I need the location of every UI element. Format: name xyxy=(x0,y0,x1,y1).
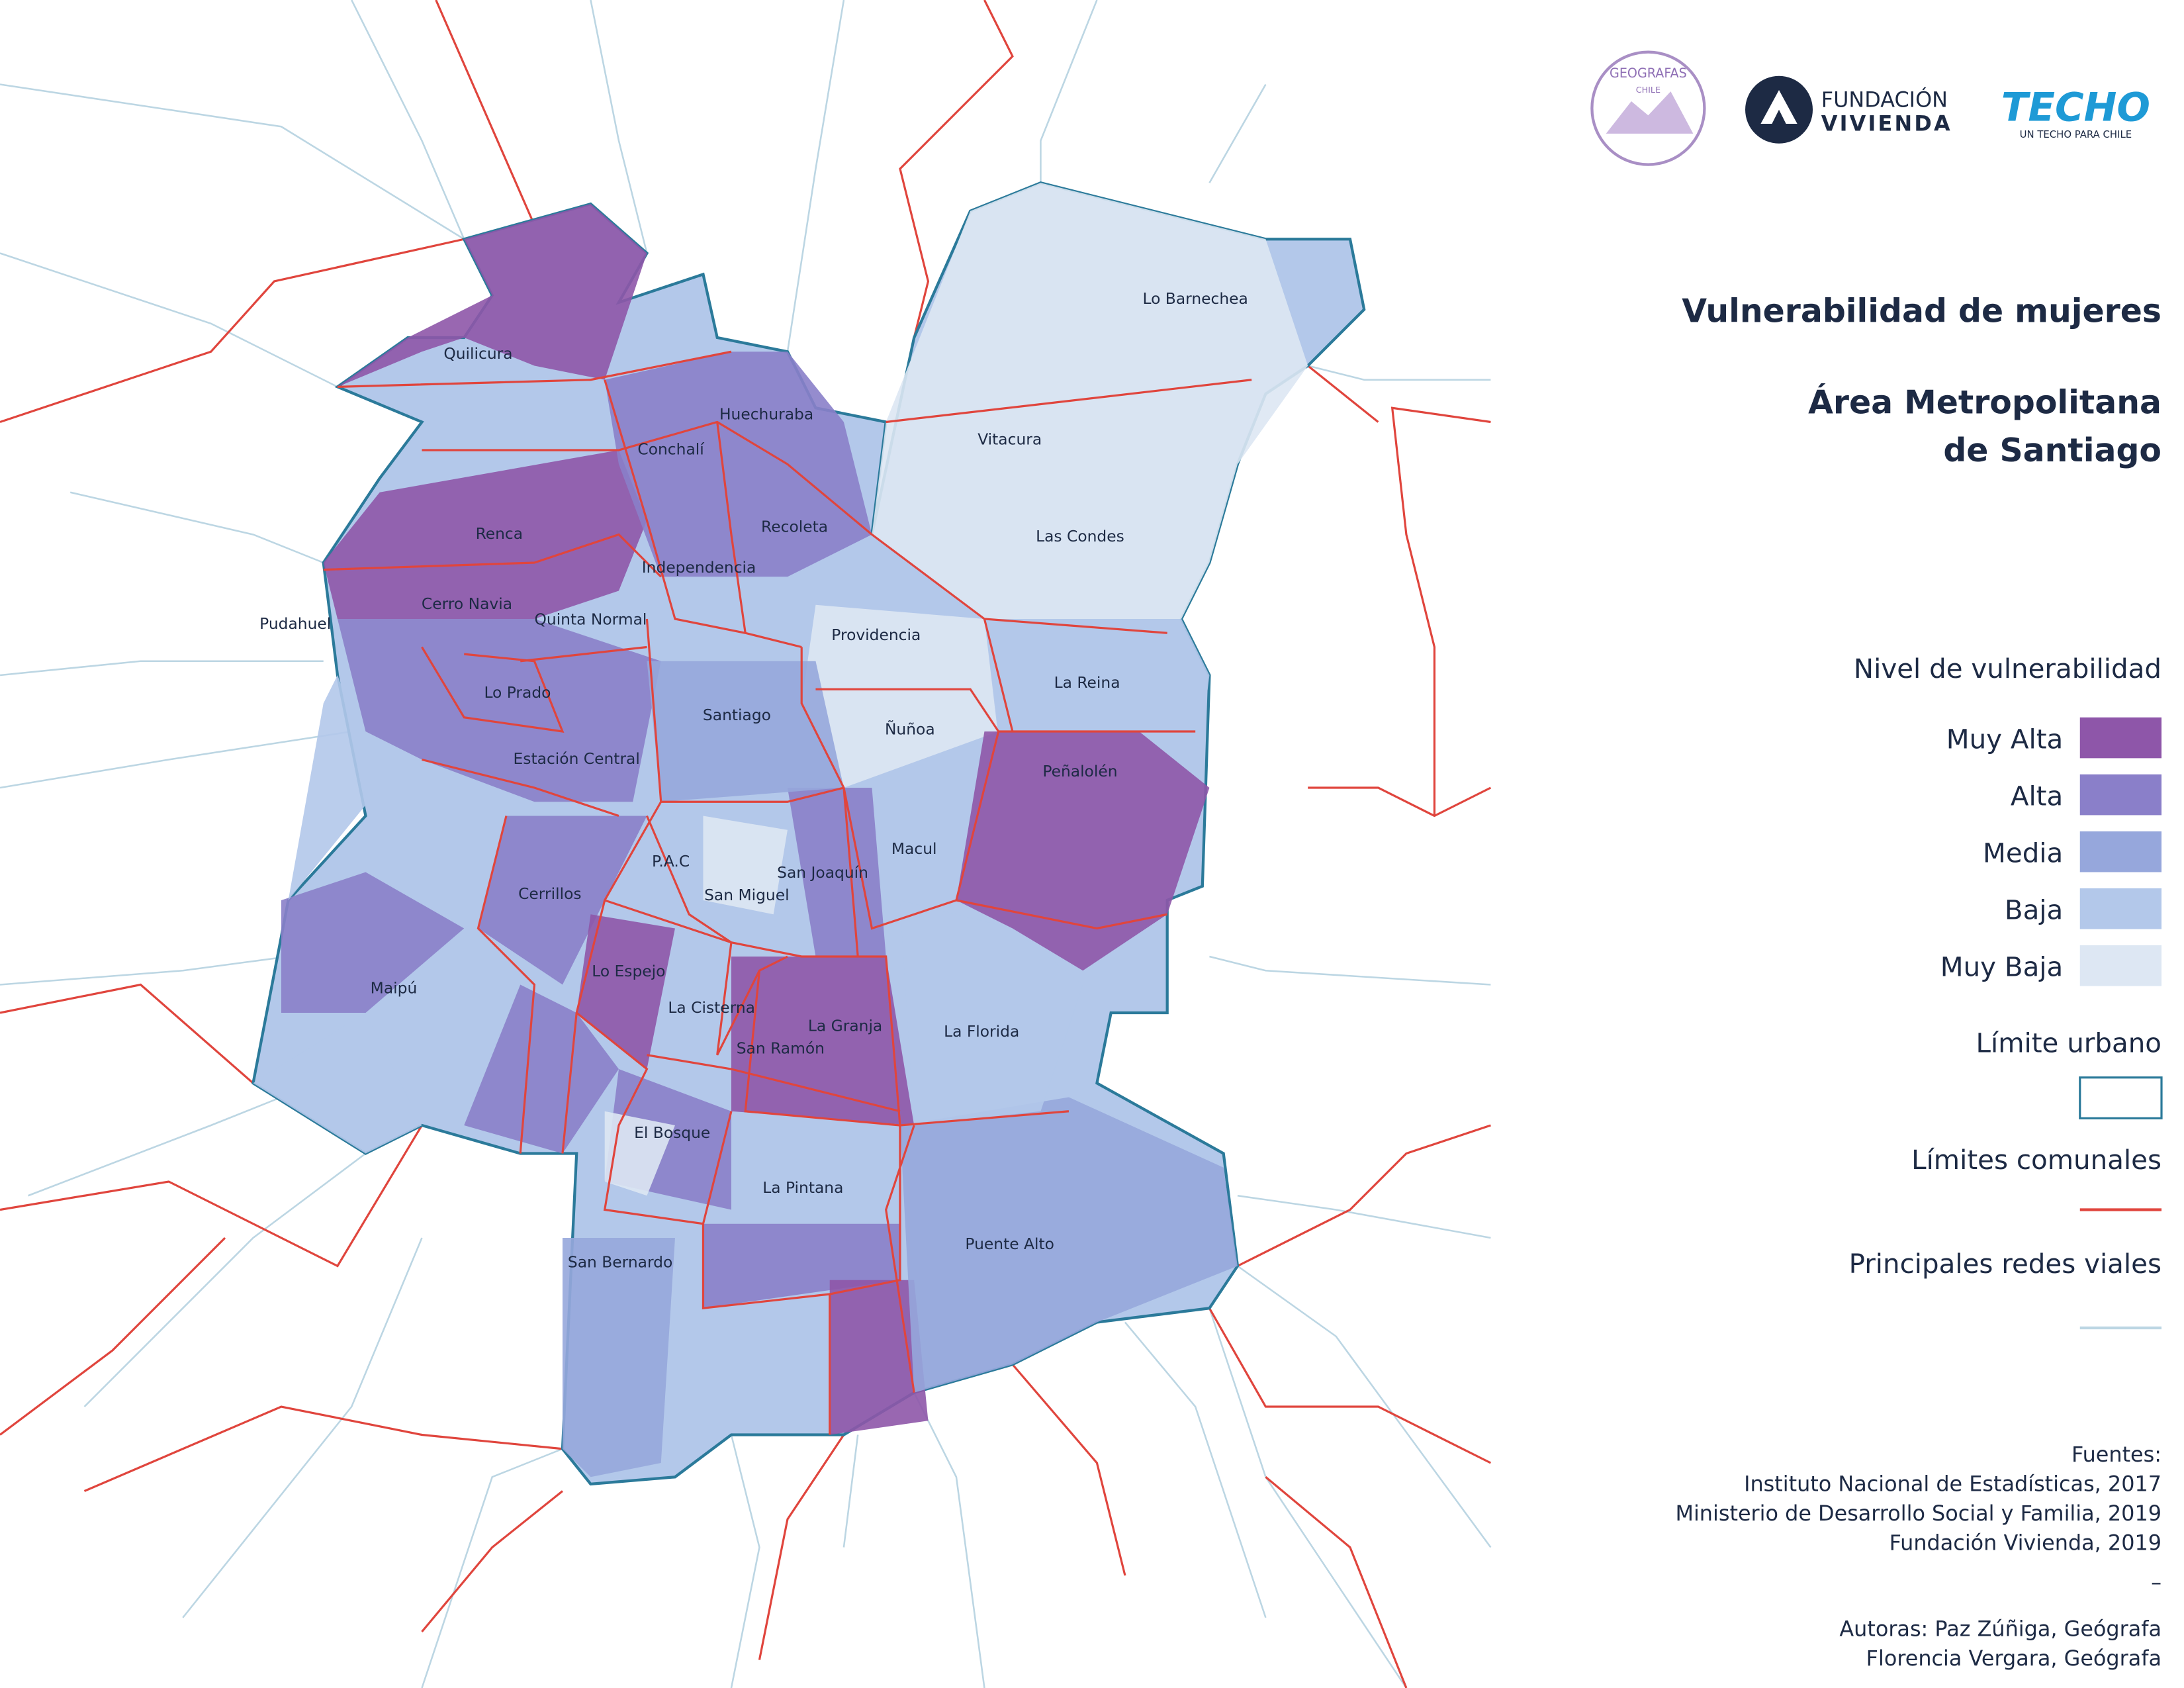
author: Autoras: Paz Zúñiga, Geógrafa xyxy=(1839,1616,2161,1641)
legend-title: Nivel de vulnerabilidad xyxy=(1854,653,2161,684)
commune-label: Lo Prado xyxy=(484,683,551,702)
commune-label: Pudahuel xyxy=(259,614,331,633)
commune-label: Santiago xyxy=(703,706,771,724)
legend-swatch xyxy=(2079,717,2162,759)
geografas-logo xyxy=(1590,50,1706,166)
legend-label: Baja xyxy=(2005,895,2063,926)
vulnerability-zone xyxy=(337,204,647,387)
commune-label: Quinta Normal xyxy=(535,610,647,629)
vulnerability-zone xyxy=(731,957,915,1125)
commune-labels: Quilicura Huechuraba Conchalí Lo Barnechea V… xyxy=(259,289,1248,1272)
subtitle-line: Área Metropolitana xyxy=(1808,384,2161,422)
commune-label: Lo Espejo xyxy=(592,962,665,980)
source: Instituto Nacional de Estadísticas, 2017 xyxy=(1744,1471,2161,1496)
vulnerability-zone xyxy=(323,450,647,619)
commune-label: Macul xyxy=(891,839,937,858)
vulnerability-zone xyxy=(872,183,1308,619)
commune-label: Vitacura xyxy=(978,430,1042,449)
vulnerability-zone xyxy=(801,604,999,788)
vulnerability-zone xyxy=(576,914,675,1069)
author: Florencia Vergara, Geógrafa xyxy=(1866,1646,2161,1671)
legend-swatch xyxy=(2079,888,2162,929)
communal-limits-outside xyxy=(0,0,1492,1688)
techo-sub: UN TECHO PARA CHILE xyxy=(2020,128,2132,140)
commune-label: La Cisterna xyxy=(668,998,755,1017)
commune-label: Huechuraba xyxy=(719,404,813,423)
vulnerability-zone xyxy=(562,1238,675,1477)
commune-label: Renca xyxy=(476,524,523,543)
commune-label: Puente Alto xyxy=(965,1235,1054,1253)
commune-label: Independencia xyxy=(642,558,756,577)
vulnerability-zone xyxy=(288,675,380,900)
commune-label: El Bosque xyxy=(634,1123,710,1142)
vulnerability-zone xyxy=(899,1097,1238,1393)
commune-label: La Granja xyxy=(808,1017,882,1035)
geografas-mountains xyxy=(1606,91,1694,134)
vulnerability-zone xyxy=(604,352,872,577)
legend-label: Media xyxy=(1983,838,2063,869)
commune-label: San Bernardo xyxy=(568,1253,672,1272)
commune-label: Providencia xyxy=(831,626,921,644)
commune-label: Conchalí xyxy=(637,440,705,458)
vulnerability-zone xyxy=(787,788,886,957)
commune-label: Cerro Navia xyxy=(422,594,512,613)
commune-label: Peñalolén xyxy=(1042,762,1117,780)
commune-label: La Reina xyxy=(1054,673,1120,692)
fundacion-name-2: VIVIENDA xyxy=(1821,111,1952,136)
vulnerability-zone xyxy=(703,816,788,915)
commune-label: Quilicura xyxy=(443,344,512,363)
legend-roads-label: Principales redes viales xyxy=(1849,1248,2161,1280)
separator: – xyxy=(2151,1570,2161,1595)
commune-label: Estación Central xyxy=(514,749,640,768)
geografas-name: GEOGRAFAS xyxy=(1610,66,1687,81)
vulnerability-zone xyxy=(337,619,661,802)
vulnerability-zone xyxy=(281,872,465,1013)
subtitle-line: de Santiago xyxy=(1943,432,2161,469)
title: Vulnerabilidad de mujeres xyxy=(1682,293,2161,330)
legend-label: Muy Alta xyxy=(1946,724,2063,755)
commune-label: Las Condes xyxy=(1036,527,1124,545)
legend-urban-label: Límite urbano xyxy=(1976,1027,2161,1058)
fundacion-name: FUNDACIÓN xyxy=(1821,86,1948,112)
vulnerability-zone xyxy=(956,731,1210,971)
commune-label: La Pintana xyxy=(762,1178,843,1197)
vulnerability-zone xyxy=(984,619,1210,739)
commune-label: La Florida xyxy=(944,1022,1019,1041)
vulnerability-zone xyxy=(647,661,844,802)
legend-swatch xyxy=(2079,831,2162,872)
source: Fundación Vivienda, 2019 xyxy=(1889,1530,2161,1556)
vulnerability-zone xyxy=(478,816,647,985)
logos: GEOGRAFAS CHILE FUNDACIÓN VIVIENDA TECHO… xyxy=(1590,50,2150,166)
vulnerability-zone xyxy=(464,984,619,1154)
legend-urban-swatch xyxy=(2079,1076,2163,1119)
fundacion-mark xyxy=(1760,90,1797,124)
legend: Muy Alta Alta Media Baja Muy Baja xyxy=(1940,717,2162,986)
communal-limits xyxy=(323,350,1252,1435)
commune-label: San Miguel xyxy=(704,886,790,904)
legend-label: Alta xyxy=(2011,781,2063,812)
commune-label: Recoleta xyxy=(761,517,828,536)
legend-label: Muy Baja xyxy=(1940,952,2063,983)
commune-label: Cerrillos xyxy=(518,884,581,903)
geografas-sub: CHILE xyxy=(1636,85,1661,95)
legend-communal-label: Límites comunales xyxy=(1911,1145,2161,1176)
vulnerability-zone xyxy=(899,900,1083,1125)
source: Ministerio de Desarrollo Social y Famili… xyxy=(1675,1501,2161,1526)
vulnerability-zone xyxy=(253,1013,422,1154)
commune-label: San Ramón xyxy=(737,1039,825,1058)
vulnerability-patches xyxy=(253,183,1308,1477)
commune-label: P.A.C xyxy=(652,852,690,870)
legend-swatch xyxy=(2079,945,2162,986)
sources-heading: Fuentes: xyxy=(2071,1442,2161,1467)
commune-label: Maipú xyxy=(371,978,418,997)
techo-name: TECHO xyxy=(2001,85,2150,131)
vulnerability-zone xyxy=(604,1111,675,1196)
commune-label: Ñuñoa xyxy=(885,720,935,738)
commune-label: San Joaquín xyxy=(777,863,868,882)
road-network xyxy=(0,0,1492,1688)
legend-swatch xyxy=(2079,774,2162,816)
commune-label: Lo Barnechea xyxy=(1142,289,1248,308)
